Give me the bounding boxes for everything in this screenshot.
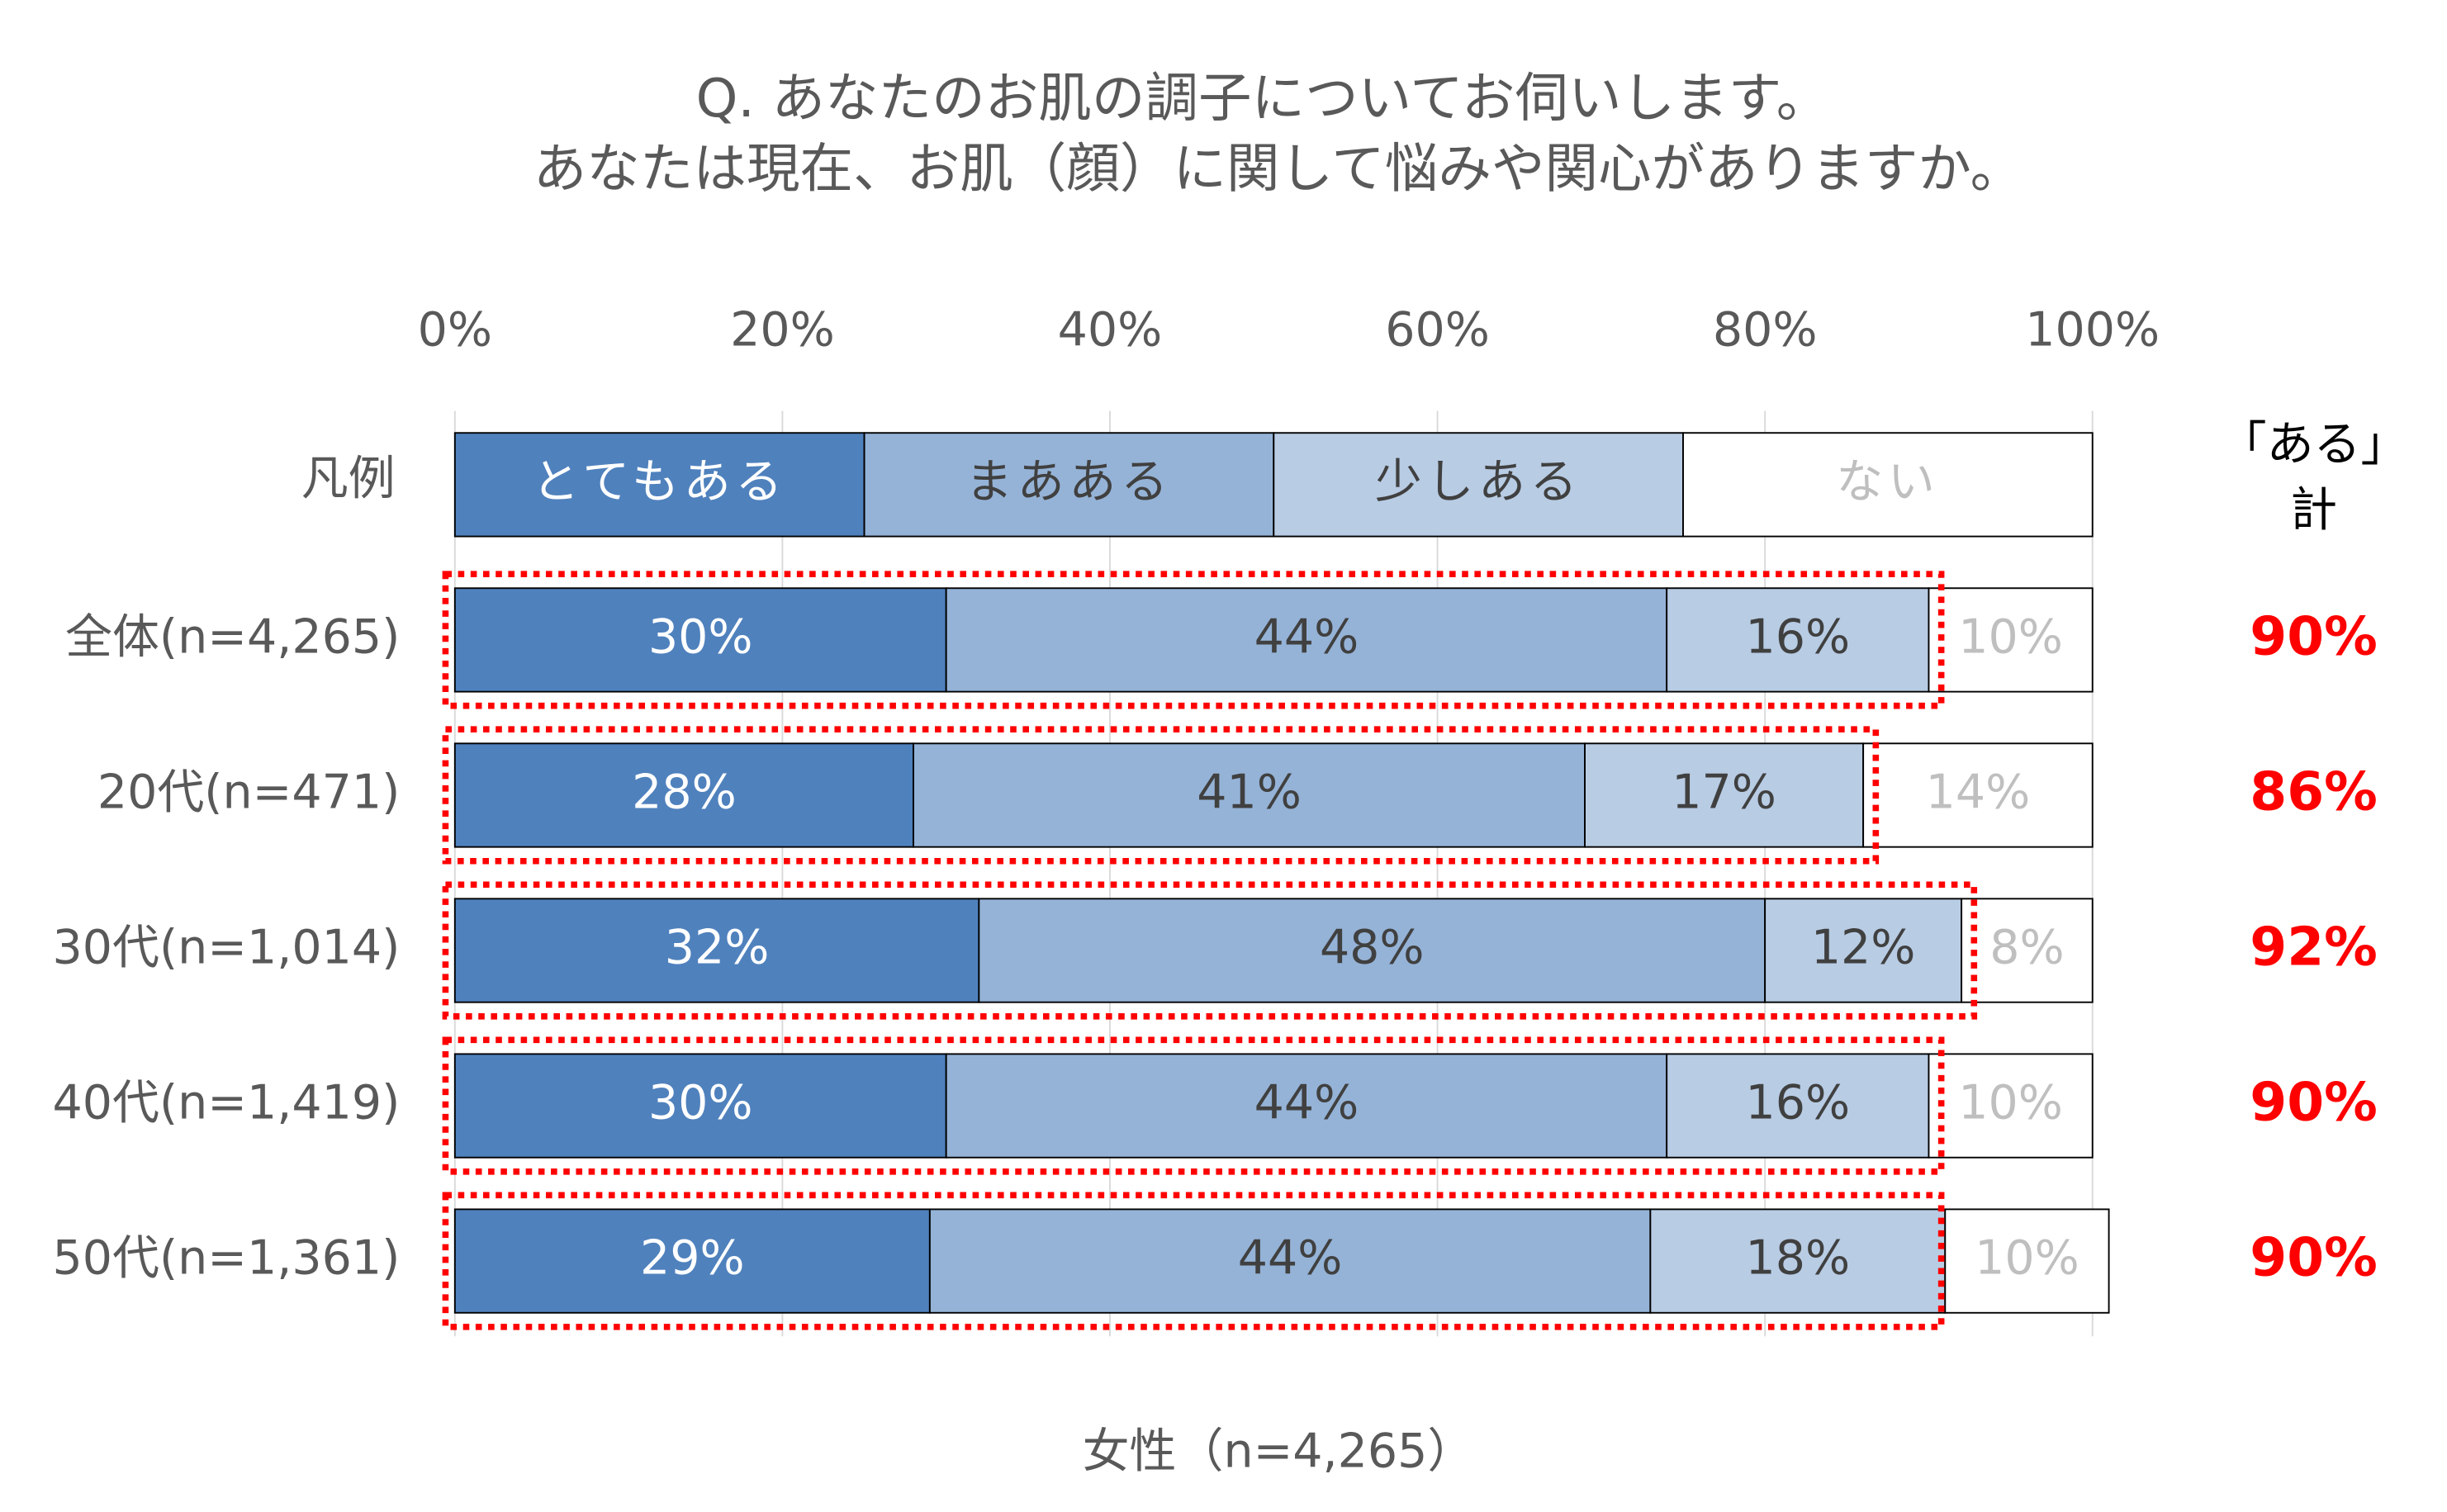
- highlight-box: [442, 1192, 1945, 1330]
- bar-segment: [453, 1208, 931, 1314]
- legend-label: ない: [1836, 455, 1939, 510]
- y-tick-label: 30代(n=1,014): [52, 921, 400, 975]
- data-label: 16%: [1746, 1076, 1851, 1130]
- y-tick-label: 40代(n=1,419): [52, 1076, 400, 1130]
- bar-segment: [928, 1208, 1652, 1314]
- total-header: 計: [2290, 483, 2337, 538]
- bar-segment: [945, 1053, 1668, 1159]
- legend-label: とてもある: [532, 455, 787, 510]
- total-header: 「ある」: [2220, 417, 2408, 472]
- data-label: 48%: [1320, 921, 1425, 975]
- bar-segment: [1928, 1053, 2094, 1159]
- data-label: 18%: [1746, 1231, 1851, 1286]
- x-tick-label: 20%: [730, 302, 835, 357]
- data-label: 10%: [1958, 610, 2063, 665]
- data-label: 10%: [1958, 1076, 2063, 1130]
- data-label: 14%: [1926, 765, 2031, 820]
- highlight-box: [442, 881, 1978, 1020]
- legend-swatch: [1682, 432, 2094, 538]
- y-tick-label: 20代(n=471): [97, 765, 401, 820]
- bar-segment: [1584, 742, 1865, 848]
- x-tick-label: 100%: [2025, 302, 2160, 357]
- bar-segment: [913, 742, 1586, 848]
- legend-swatch: [1273, 432, 1684, 538]
- legend-swatch: [453, 432, 865, 538]
- bar-segment: [945, 587, 1668, 693]
- data-label: 12%: [1811, 921, 1916, 975]
- total-label: 90%: [2250, 1227, 2378, 1289]
- highlight-box: [442, 571, 1945, 709]
- bar-segment: [1666, 1053, 1930, 1159]
- data-label: 8%: [1989, 921, 2064, 975]
- bar-segment: [1764, 898, 1963, 1003]
- bar-segment: [978, 898, 1766, 1003]
- y-tick-label: 全体(n=4,265): [65, 610, 400, 665]
- bar-segment: [1666, 587, 1930, 693]
- bar-segment: [1649, 1208, 1947, 1314]
- legend-label: 少しある: [1375, 455, 1582, 510]
- data-label: 41%: [1197, 765, 1302, 820]
- highlight-box: [442, 1036, 1945, 1175]
- chart-title: Q. あなたのお肌の調子についてお伺いします。: [696, 68, 1830, 130]
- bar-segment: [1961, 898, 2094, 1003]
- data-label: 16%: [1746, 610, 1851, 665]
- total-label: 86%: [2250, 761, 2378, 823]
- data-label: 29%: [640, 1231, 745, 1286]
- bar-segment: [1944, 1208, 2110, 1314]
- total-label: 92%: [2250, 917, 2378, 979]
- bar-segment: [453, 1053, 947, 1159]
- bar-segment: [453, 898, 980, 1003]
- data-label: 30%: [648, 1076, 753, 1130]
- bar-segment: [453, 742, 914, 848]
- y-tick-label: 50代(n=1,361): [52, 1231, 400, 1286]
- data-label: 32%: [665, 921, 770, 975]
- legend-title: 凡例: [301, 452, 396, 506]
- data-label: 28%: [632, 765, 737, 820]
- data-label: 10%: [1975, 1231, 2079, 1286]
- total-label: 90%: [2250, 606, 2378, 668]
- total-label: 90%: [2250, 1072, 2378, 1134]
- x-tick-label: 60%: [1385, 302, 1490, 357]
- bar-segment: [453, 587, 947, 693]
- chart-title: あなたは現在、お肌（顔）に関して悩みや関心がありますか。: [534, 139, 2024, 201]
- data-label: 30%: [648, 610, 753, 665]
- legend-label: まあある: [965, 455, 1173, 510]
- x-tick-label: 40%: [1058, 302, 1163, 357]
- bar-segment: [1928, 587, 2094, 693]
- x-axis-label: 女性（n=4,265）: [1083, 1424, 1475, 1478]
- data-label: 17%: [1672, 765, 1776, 820]
- data-label: 44%: [1254, 610, 1359, 665]
- x-tick-label: 80%: [1713, 302, 1818, 357]
- highlight-box: [442, 726, 1880, 865]
- data-label: 44%: [1238, 1231, 1343, 1286]
- x-tick-label: 0%: [418, 302, 492, 357]
- data-label: 44%: [1254, 1076, 1359, 1130]
- bar-segment: [1862, 742, 2094, 848]
